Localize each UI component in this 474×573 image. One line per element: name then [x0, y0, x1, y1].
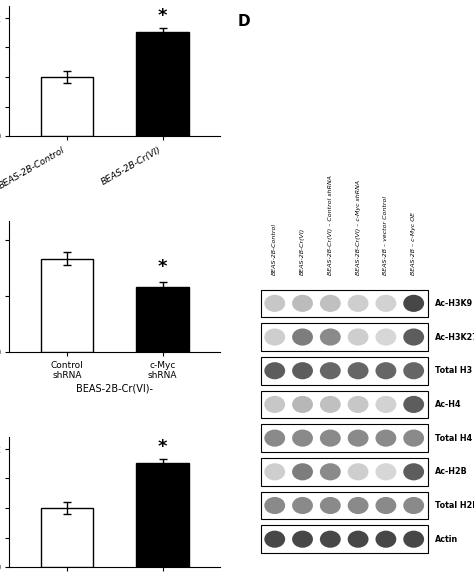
- Ellipse shape: [264, 328, 285, 346]
- Ellipse shape: [375, 328, 396, 346]
- Ellipse shape: [348, 463, 368, 480]
- Bar: [136, 464, 189, 567]
- Ellipse shape: [320, 328, 341, 346]
- Ellipse shape: [348, 295, 368, 312]
- Text: Ac-H2B: Ac-H2B: [435, 468, 467, 476]
- Bar: [41, 77, 93, 136]
- Text: *: *: [158, 438, 167, 456]
- Ellipse shape: [292, 531, 313, 548]
- Ellipse shape: [375, 463, 396, 480]
- Text: BEAS-2B-Cr(VI): BEAS-2B-Cr(VI): [300, 228, 305, 275]
- Ellipse shape: [320, 396, 341, 413]
- Ellipse shape: [292, 430, 313, 447]
- Ellipse shape: [348, 497, 368, 514]
- Ellipse shape: [264, 531, 285, 548]
- Ellipse shape: [264, 497, 285, 514]
- Text: Ac-H4: Ac-H4: [435, 400, 461, 409]
- Ellipse shape: [375, 531, 396, 548]
- Ellipse shape: [348, 362, 368, 379]
- Text: BEAS-2B-Control: BEAS-2B-Control: [272, 223, 277, 275]
- Bar: [261, 492, 428, 519]
- X-axis label: BEAS-2B-Cr(VI)-: BEAS-2B-Cr(VI)-: [76, 383, 153, 393]
- Ellipse shape: [348, 396, 368, 413]
- Ellipse shape: [403, 362, 424, 379]
- Ellipse shape: [403, 531, 424, 548]
- Ellipse shape: [320, 430, 341, 447]
- Bar: [41, 508, 93, 567]
- Bar: [41, 258, 93, 352]
- Text: BEAS-2B – vector Control: BEAS-2B – vector Control: [383, 196, 388, 275]
- Text: BEAS-2B-Cr(VI) – c-Myc shRNA: BEAS-2B-Cr(VI) – c-Myc shRNA: [356, 180, 361, 275]
- Ellipse shape: [292, 328, 313, 346]
- Ellipse shape: [375, 362, 396, 379]
- Ellipse shape: [348, 328, 368, 346]
- Ellipse shape: [403, 430, 424, 447]
- Ellipse shape: [320, 531, 341, 548]
- Ellipse shape: [264, 463, 285, 480]
- Text: D: D: [237, 14, 250, 29]
- Ellipse shape: [320, 362, 341, 379]
- Ellipse shape: [375, 497, 396, 514]
- Bar: [261, 424, 428, 452]
- Ellipse shape: [403, 328, 424, 346]
- Ellipse shape: [320, 497, 341, 514]
- Text: Total H2B: Total H2B: [435, 501, 474, 510]
- Bar: [136, 286, 189, 352]
- Text: Actin: Actin: [435, 535, 458, 544]
- Bar: [261, 391, 428, 418]
- Text: *: *: [158, 258, 167, 276]
- Text: Ac-H3K9: Ac-H3K9: [435, 299, 473, 308]
- Text: BEAS-2B-Cr(VI) – Control shRNA: BEAS-2B-Cr(VI) – Control shRNA: [328, 175, 333, 275]
- Text: *: *: [158, 7, 167, 25]
- Ellipse shape: [375, 295, 396, 312]
- Ellipse shape: [320, 463, 341, 480]
- Ellipse shape: [264, 396, 285, 413]
- Ellipse shape: [403, 295, 424, 312]
- Ellipse shape: [403, 396, 424, 413]
- Ellipse shape: [292, 295, 313, 312]
- Bar: [261, 289, 428, 317]
- Ellipse shape: [403, 463, 424, 480]
- Ellipse shape: [264, 430, 285, 447]
- Ellipse shape: [264, 362, 285, 379]
- Bar: [261, 357, 428, 384]
- Text: BEAS-2B – c-Myc OE: BEAS-2B – c-Myc OE: [411, 212, 416, 275]
- Bar: [261, 458, 428, 486]
- Ellipse shape: [320, 295, 341, 312]
- Ellipse shape: [375, 430, 396, 447]
- Text: Ac-H3K27: Ac-H3K27: [435, 332, 474, 342]
- Ellipse shape: [375, 396, 396, 413]
- Ellipse shape: [348, 531, 368, 548]
- Ellipse shape: [292, 396, 313, 413]
- Ellipse shape: [292, 362, 313, 379]
- Text: Total H4: Total H4: [435, 434, 472, 442]
- Ellipse shape: [264, 295, 285, 312]
- Text: Total H3: Total H3: [435, 366, 472, 375]
- Ellipse shape: [403, 497, 424, 514]
- Ellipse shape: [292, 497, 313, 514]
- Ellipse shape: [348, 430, 368, 447]
- Bar: [136, 33, 189, 136]
- Ellipse shape: [292, 463, 313, 480]
- Bar: [261, 525, 428, 553]
- Bar: [261, 323, 428, 351]
